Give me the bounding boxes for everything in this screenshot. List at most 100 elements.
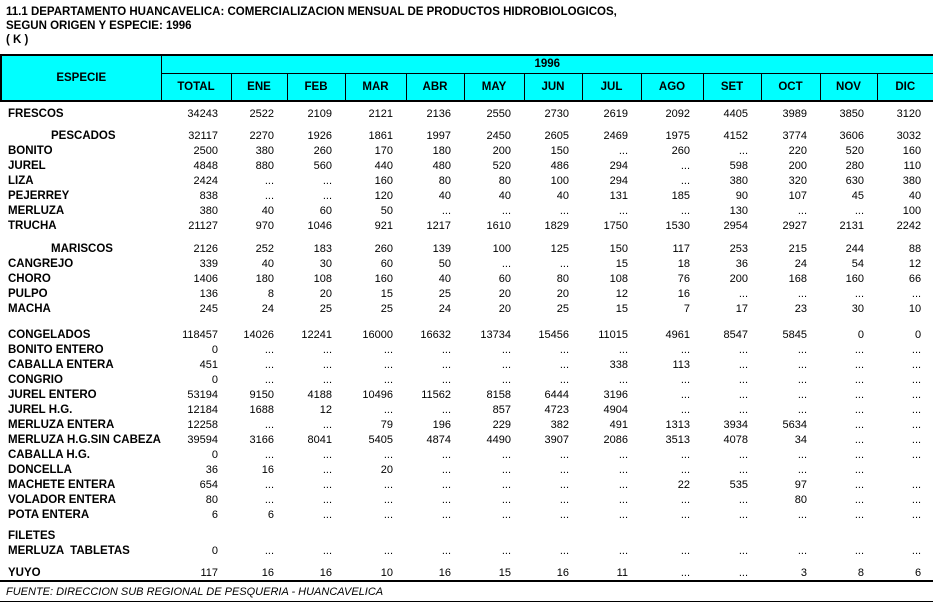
value-cell [761,528,820,543]
value-cell: 24 [261,302,274,315]
value-cell: 12258 [187,418,218,431]
value-cell: 11562 [421,388,451,401]
table-row: CABALLA ENTERA 451.................. 338 11… [1,357,933,372]
value-cell: 2424 [193,174,218,187]
value-cell: 3196 [603,388,628,401]
value-cell: 229 [492,418,511,431]
species-name-cell: YUYO [8,566,41,579]
value-cell: 107 [788,189,807,202]
spacer-row [1,558,933,565]
value-cell: ... [911,544,922,557]
value-cell: 30 [319,257,332,270]
value-cell: ... [441,544,451,557]
value-cell: 100 [550,174,569,187]
value-cell: 4874 [426,433,451,446]
value-cell: ... [383,493,393,506]
value-cell: ... [264,493,274,506]
value-cell: ... [441,508,451,521]
value-cell: 880 [255,159,274,172]
table-row: MACHA 245 24 25 25 24 20 25 15 7 17 23 30 10 [1,301,933,316]
value-cell [877,528,933,543]
value-cell: 4188 [307,388,332,401]
value-cell: ... [797,287,807,300]
value-cell: ... [559,508,569,521]
value-cell: ... [911,448,922,461]
value-cell: 113 [672,358,690,371]
value-cell: ... [738,403,748,416]
value-cell: ... [680,463,690,476]
value-cell: ... [322,493,332,506]
value-cell: ... [738,343,748,356]
value-cell: 16 [261,566,274,579]
column-header-mar: MAR [344,72,407,102]
value-cell: ... [854,508,864,521]
value-cell: ... [911,508,922,521]
value-cell: 80 [556,272,569,285]
value-cell: 1926 [307,129,332,142]
month-header-row: TOTAL ENE FEB MAR ABR MAY JUN JUL AGO SET OCT NOV DI… [1,72,933,102]
value-cell: ... [797,544,807,557]
value-cell: ... [441,343,451,356]
value-cell: 36 [735,257,748,270]
value-cell: ... [618,343,628,356]
table-body: FRESCOS 34243 2522 2109 2121 2136 2550 2730 2619… [1,101,933,580]
value-cell: 520 [845,144,864,157]
value-cell [161,528,231,543]
value-cell: 66 [908,272,922,285]
value-cell: 12 [615,287,628,300]
value-cell: ... [264,343,274,356]
value-cell: ... [680,343,690,356]
value-cell: 491 [609,418,628,431]
value-cell: 4848 [193,159,218,172]
value-cell: 260 [671,144,690,157]
species-name-cell: MERLUZA ENTERA [8,418,115,431]
value-cell: 88 [908,242,922,255]
value-cell: 598 [729,159,748,172]
value-cell: 25 [380,302,393,315]
value-cell: ... [322,478,332,491]
value-cell: 252 [255,242,274,255]
value-cell: ... [797,508,807,521]
species-name-cell: MERLUZA [8,204,65,217]
table-row: JUREL ENTERO 53194 9150 4188 10496 11562 8158 6… [1,387,933,402]
value-cell: ... [797,204,807,217]
value-cell: 40 [261,257,274,270]
value-cell: 244 [845,242,864,255]
column-header-ago: AGO [640,72,704,102]
value-cell: 253 [729,242,748,255]
value-cell: 382 [550,418,569,431]
value-cell: 125 [550,242,569,255]
value-cell [703,528,761,543]
value-cell: ... [854,204,864,217]
value-cell: 200 [492,144,511,157]
unit-label: ( K ) [6,34,29,46]
value-cell: ... [797,388,807,401]
value-cell: ... [911,493,922,506]
value-cell: 16000 [362,328,393,341]
species-name-cell: MERLUZA TABLETAS [8,544,130,557]
value-cell: 22 [677,478,690,491]
value-cell: ... [618,373,628,386]
value-cell: ... [501,544,511,557]
value-cell: 50 [438,257,451,270]
value-cell: 200 [788,159,807,172]
value-cell: 50 [380,204,393,217]
value-cell: ... [911,343,922,356]
value-cell: 2450 [486,129,511,142]
value-cell: 380 [255,144,274,157]
value-cell: ... [854,358,864,371]
value-cell: 1975 [665,129,690,142]
value-cell: 20 [380,463,393,476]
value-cell: ... [797,358,807,371]
value-cell: 160 [845,272,864,285]
value-cell: 2619 [603,107,628,120]
value-cell: ... [911,373,922,386]
value-cell: 2954 [723,219,748,232]
title-line-1: 11.1 DEPARTAMENTO HUANCAVELICA: COMERCIA… [6,6,617,18]
value-cell: 15 [615,257,628,270]
species-name-cell: LIZA [8,174,34,187]
value-cell: 4078 [723,433,748,446]
column-header-total: TOTAL [160,72,232,102]
value-cell: 8547 [723,328,748,341]
value-cell [820,528,877,543]
